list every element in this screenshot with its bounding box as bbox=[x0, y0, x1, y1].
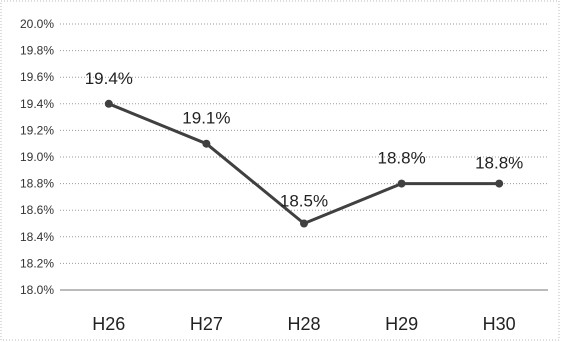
data-point bbox=[104, 99, 113, 108]
data-labels: 19.4% 19.1% 18.5% 18.8% 18.8% bbox=[85, 69, 524, 211]
x-tick-label: H28 bbox=[287, 314, 320, 334]
data-point bbox=[300, 219, 308, 228]
data-point bbox=[495, 179, 504, 188]
data-label: 18.8% bbox=[377, 149, 425, 168]
y-tick-label: 18.0% bbox=[20, 283, 54, 297]
y-tick-label: 18.6% bbox=[20, 203, 54, 217]
x-tick-label: H29 bbox=[385, 314, 418, 334]
data-point bbox=[202, 139, 211, 148]
y-tick-label: 18.4% bbox=[20, 230, 54, 244]
series-markers bbox=[104, 99, 504, 228]
y-tick-label: 19.2% bbox=[20, 123, 54, 137]
x-tick-label: H27 bbox=[190, 314, 223, 334]
y-axis-ticks: 18.0% 18.2% 18.4% 18.6% 18.8% 19.0% 19.2% 19.4%… bbox=[20, 17, 54, 297]
y-tick-label: 19.8% bbox=[20, 44, 54, 58]
grid-lines bbox=[60, 23, 548, 291]
data-label: 19.4% bbox=[85, 69, 133, 88]
y-tick-label: 19.6% bbox=[20, 70, 54, 84]
y-tick-label: 19.0% bbox=[20, 150, 54, 164]
data-label: 18.5% bbox=[280, 192, 328, 211]
data-point bbox=[397, 179, 406, 188]
data-label: 18.8% bbox=[475, 154, 523, 173]
y-tick-label: 19.4% bbox=[20, 97, 54, 111]
data-label: 19.1% bbox=[182, 109, 230, 128]
x-tick-label: H26 bbox=[92, 314, 125, 334]
x-axis-ticks: H26 H27 H28 H29 H30 bbox=[92, 314, 515, 334]
y-tick-label: 18.2% bbox=[20, 256, 54, 270]
y-tick-label: 18.8% bbox=[20, 177, 54, 191]
x-tick-label: H30 bbox=[483, 314, 516, 334]
y-tick-label: 20.0% bbox=[20, 17, 54, 31]
